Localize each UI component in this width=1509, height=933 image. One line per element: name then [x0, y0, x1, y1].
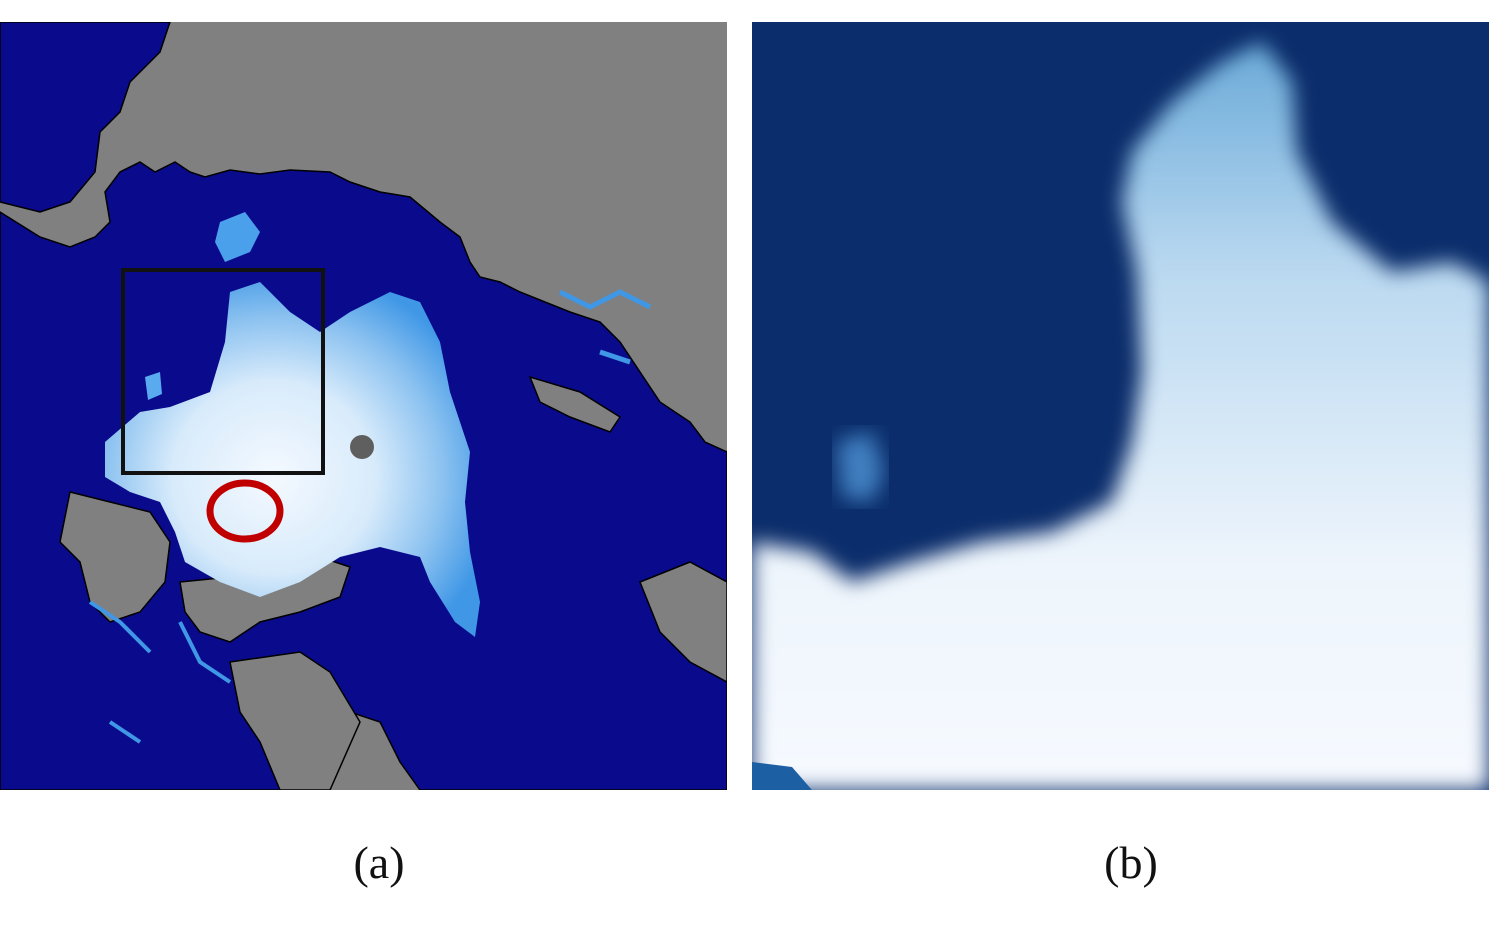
southern-land — [229, 651, 361, 790]
zoom-sea-ice — [752, 42, 1489, 790]
zoomed-map — [752, 22, 1489, 790]
zoom-region-box — [121, 268, 325, 475]
zoom-ice-edge — [752, 762, 812, 790]
sea-ice-patch — [215, 212, 260, 262]
panel-b-caption: (b) — [1104, 837, 1158, 888]
arctic-map — [0, 22, 727, 790]
pole-hole-marker — [350, 435, 374, 459]
east-land — [639, 561, 727, 683]
peninsula-land — [528, 375, 622, 433]
highlight-ring — [206, 479, 284, 543]
zoom-ice-fragment — [837, 432, 884, 502]
zoom-panel — [752, 22, 1489, 790]
sea-ice — [105, 282, 480, 637]
coastal-ice-east — [558, 289, 652, 365]
panel-a-caption: (a) — [353, 837, 405, 888]
ocean-west — [0, 22, 171, 213]
sea-ice-fragment — [145, 372, 162, 400]
greenland-land — [59, 491, 171, 623]
arctic-map-panel — [0, 22, 727, 790]
coastal-ice-south — [88, 600, 232, 744]
